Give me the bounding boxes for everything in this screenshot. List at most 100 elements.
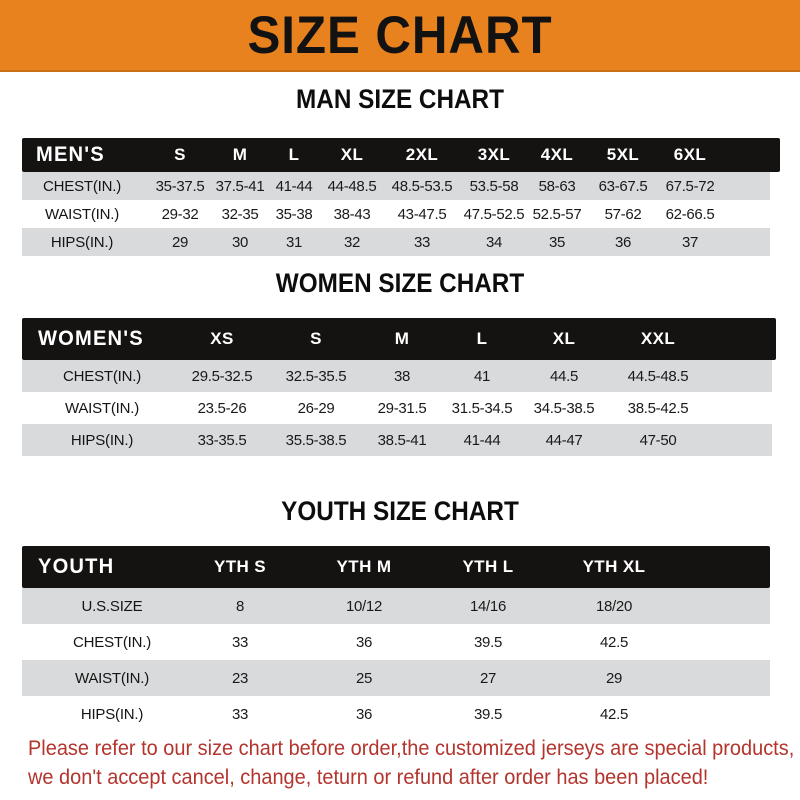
men-size-column-header: 3XL — [477, 145, 511, 164]
women-measurement-cell: 23.5-26 — [197, 399, 247, 417]
order-policy-note-line-1: Please refer to our size chart before or… — [28, 737, 795, 760]
youth-row-label: WAIST(IN.) — [74, 669, 150, 687]
men-measurement-cell: 29-32 — [161, 205, 199, 223]
men-measurement-cell: 57-62 — [604, 205, 642, 223]
men-measurement-cell: 38-43 — [333, 205, 371, 223]
youth-measurement-cell: 25 — [355, 669, 373, 687]
men-size-column-header: M — [232, 145, 248, 164]
table-row: HIPS(IN.) 33-35.5 35.5-38.5 38.5-41 41-44 44-… — [22, 424, 772, 456]
youth-measurement-cell: 29 — [605, 669, 623, 687]
men-measurement-cell: 48.5-53.5 — [391, 177, 453, 195]
youth-size-table: YOUTH YTH S YTH M YTH L YTH XL U.S.SIZE 8 10/12… — [22, 546, 770, 732]
men-size-column-header: 4XL — [540, 145, 574, 164]
table-row: HIPS(IN.) 33 36 39.5 42.5 — [22, 696, 770, 732]
youth-measurement-cell: 23 — [231, 669, 249, 687]
women-row-label: CHEST(IN.) — [63, 367, 141, 385]
men-measurement-cell: 67.5-72 — [665, 177, 715, 195]
men-row-label: WAIST(IN.) — [44, 205, 120, 223]
page-banner: SIZE CHART — [0, 0, 800, 72]
men-size-table: MEN'S S M L XL 2XL 3XL 4XL 5XL 6XL CHEST(IN.) 35-37… — [22, 138, 780, 256]
women-measurement-cell: 38.5-41 — [377, 431, 427, 449]
women-size-table: WOMEN'S XS S M L XL XXL CHEST(IN.) 29.5-32.5 32.5… — [22, 318, 776, 456]
youth-table-header-row: YOUTH YTH S YTH M YTH L YTH XL — [22, 546, 770, 588]
women-measurement-cell: 35.5-38.5 — [285, 431, 347, 449]
youth-measurement-cell: 33 — [231, 633, 249, 651]
men-measurement-cell: 43-47.5 — [397, 205, 447, 223]
order-policy-note: Please refer to our size chart before or… — [28, 734, 795, 792]
men-measurement-cell: 33 — [413, 233, 431, 251]
men-measurement-cell: 63-67.5 — [598, 177, 648, 195]
women-measurement-cell: 41-44 — [463, 431, 501, 449]
men-measurement-cell: 44-48.5 — [327, 177, 377, 195]
men-measurement-cell: 34 — [485, 233, 503, 251]
table-row: WAIST(IN.) 23 25 27 29 — [22, 660, 770, 696]
women-size-column-header: M — [394, 329, 410, 348]
women-measurement-cell: 32.5-35.5 — [285, 367, 347, 385]
youth-measurement-cell: 36 — [355, 633, 373, 651]
women-size-column-header: XXL — [640, 329, 676, 348]
men-measurement-cell: 32 — [343, 233, 361, 251]
women-measurement-cell: 29-31.5 — [377, 399, 427, 417]
youth-measurement-cell: 39.5 — [474, 633, 502, 651]
table-row: CHEST(IN.) 29.5-32.5 32.5-35.5 38 41 44.5 44.5… — [22, 360, 772, 392]
youth-table-corner-label: YOUTH — [38, 555, 115, 578]
women-table-header-row: WOMEN'S XS S M L XL XXL — [22, 318, 776, 360]
women-row-label: WAIST(IN.) — [64, 399, 140, 417]
table-row: CHEST(IN.) 35-37.5 37.5-41 41-44 44-48.5 48.5… — [22, 172, 770, 200]
table-row: CHEST(IN.) 33 36 39.5 42.5 — [22, 624, 770, 660]
youth-measurement-cell: 18/20 — [595, 597, 633, 615]
youth-measurement-cell: 42.5 — [600, 633, 628, 651]
men-size-column-header: 2XL — [405, 145, 439, 164]
youth-measurement-cell: 8 — [235, 597, 245, 615]
men-measurement-cell: 36 — [614, 233, 632, 251]
men-size-column-header: S — [174, 145, 186, 164]
order-policy-note-line-2: we don't accept cancel, change, teturn o… — [28, 766, 709, 789]
men-measurement-cell: 29 — [171, 233, 189, 251]
youth-measurement-cell: 27 — [479, 669, 497, 687]
women-size-column-header: L — [476, 329, 488, 348]
women-measurement-cell: 38 — [393, 367, 411, 385]
youth-measurement-cell: 10/12 — [345, 597, 383, 615]
women-measurement-cell: 44.5-48.5 — [627, 367, 689, 385]
men-row-label: CHEST(IN.) — [43, 177, 121, 195]
women-section-title: WOMEN SIZE CHART — [275, 268, 525, 298]
youth-measurement-cell: 42.5 — [600, 705, 628, 723]
men-measurement-cell: 58-63 — [538, 177, 576, 195]
men-table-corner-label: MEN'S — [36, 143, 105, 166]
women-measurement-cell: 38.5-42.5 — [627, 399, 689, 417]
youth-size-column-header: YTH S — [213, 557, 267, 576]
youth-measurement-cell: 33 — [231, 705, 249, 723]
women-measurement-cell: 44-47 — [545, 431, 583, 449]
men-measurement-cell: 35 — [548, 233, 566, 251]
women-measurement-cell: 47-50 — [639, 431, 677, 449]
men-size-column-header: 6XL — [673, 145, 707, 164]
women-size-column-header: XL — [552, 329, 576, 348]
men-size-column-header: 5XL — [606, 145, 640, 164]
youth-measurement-cell: 36 — [355, 705, 373, 723]
women-measurement-cell: 26-29 — [297, 399, 335, 417]
youth-row-label: HIPS(IN.) — [80, 705, 144, 723]
men-measurement-cell: 31 — [285, 233, 303, 251]
men-measurement-cell: 62-66.5 — [665, 205, 715, 223]
men-measurement-cell: 35-38 — [275, 205, 313, 223]
youth-row-label: U.S.SIZE — [81, 597, 143, 615]
men-measurement-cell: 52.5-57 — [532, 205, 582, 223]
women-size-column-header: S — [310, 329, 322, 348]
table-row: WAIST(IN.) 29-32 32-35 35-38 38-43 43-47.5 47.… — [22, 200, 770, 228]
women-measurement-cell: 44.5 — [550, 367, 578, 385]
youth-section-title: YOUTH SIZE CHART — [281, 496, 519, 526]
youth-size-column-header: YTH M — [336, 557, 392, 576]
men-size-column-header: L — [288, 145, 300, 164]
women-row-label: HIPS(IN.) — [70, 431, 134, 449]
youth-size-column-header: YTH XL — [582, 557, 646, 576]
women-measurement-cell: 41 — [473, 367, 491, 385]
men-measurement-cell: 32-35 — [221, 205, 259, 223]
men-table-header-row: MEN'S S M L XL 2XL 3XL 4XL 5XL 6XL — [22, 138, 780, 172]
men-measurement-cell: 30 — [231, 233, 249, 251]
youth-measurement-cell: 14/16 — [469, 597, 507, 615]
men-measurement-cell: 37.5-41 — [215, 177, 265, 195]
women-measurement-cell: 34.5-38.5 — [533, 399, 595, 417]
youth-row-label: CHEST(IN.) — [73, 633, 151, 651]
table-row: U.S.SIZE 8 10/12 14/16 18/20 — [22, 588, 770, 624]
women-measurement-cell: 33-35.5 — [197, 431, 247, 449]
